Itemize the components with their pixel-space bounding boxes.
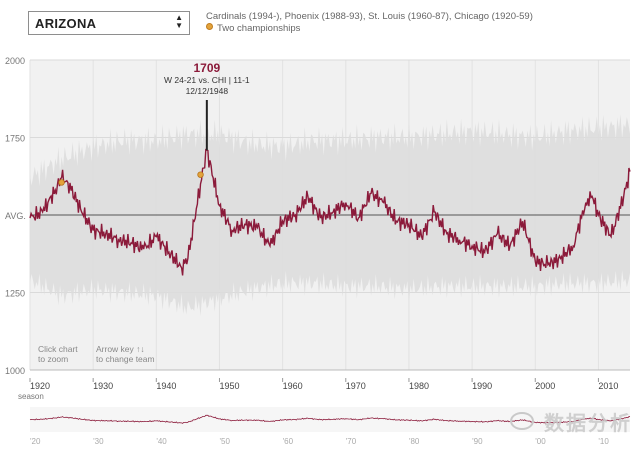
x-tick-label: 1970 bbox=[346, 381, 366, 391]
zoom-hint: Click chart bbox=[38, 344, 78, 354]
peak-date: 12/12/1948 bbox=[186, 86, 229, 96]
overview-tick-label: '10 bbox=[598, 437, 609, 446]
x-tick-label: 2010 bbox=[598, 381, 618, 391]
overview-tick-label: '00 bbox=[535, 437, 546, 446]
x-tick-label: 1920 bbox=[30, 381, 50, 391]
select-arrows-icon: ▲ ▼ bbox=[175, 13, 183, 30]
y-tick-label: 2000 bbox=[5, 56, 25, 66]
x-tick-label: 1930 bbox=[93, 381, 113, 391]
x-tick-label: 2000 bbox=[535, 381, 555, 391]
team-select[interactable]: ARIZONA ▲ ▼ bbox=[28, 11, 190, 35]
overview-tick-label: '50 bbox=[219, 437, 230, 446]
overview-tick-label: '70 bbox=[346, 437, 357, 446]
franchise-history: Cardinals (1994-), Phoenix (1988-93), St… bbox=[206, 11, 533, 22]
x-tick-label: 1980 bbox=[409, 381, 429, 391]
championship-legend: Two championships bbox=[206, 23, 300, 34]
zoom-hint: to zoom bbox=[38, 354, 68, 364]
x-axis-label: season bbox=[18, 392, 44, 401]
overview-tick-label: '60 bbox=[283, 437, 294, 446]
elo-series-line bbox=[29, 148, 631, 276]
x-tick-label: 1940 bbox=[156, 381, 176, 391]
y-tick-label: 1750 bbox=[5, 134, 25, 144]
overview-tick-label: '40 bbox=[156, 437, 167, 446]
overview-tick-label: '80 bbox=[409, 437, 420, 446]
x-tick-label: 1960 bbox=[283, 381, 303, 391]
peak-game-result: W 24-21 vs. CHI | 11-1 bbox=[164, 75, 250, 85]
peak-value: 1709 bbox=[193, 61, 220, 75]
championship-legend-label: Two championships bbox=[217, 23, 301, 34]
championship-dot-icon bbox=[206, 23, 213, 30]
x-tick-label: 1950 bbox=[219, 381, 239, 391]
y-tick-label: 1000 bbox=[5, 366, 25, 376]
team-select-value: ARIZONA bbox=[35, 16, 97, 31]
watermark: 数据分析 bbox=[544, 413, 632, 435]
y-tick-label: AVG. bbox=[5, 211, 26, 221]
team-hint: to change team bbox=[96, 354, 155, 364]
overview-tick-label: '20 bbox=[30, 437, 41, 446]
team-hint: Arrow key ↑↓ bbox=[96, 344, 145, 354]
overview-tick-label: '30 bbox=[93, 437, 104, 446]
overview-tick-label: '90 bbox=[472, 437, 483, 446]
championship-marker bbox=[58, 179, 65, 186]
championship-marker bbox=[197, 171, 204, 178]
y-tick-label: 1250 bbox=[5, 289, 25, 299]
wechat-logo-icon bbox=[510, 412, 534, 430]
x-tick-label: 1990 bbox=[472, 381, 492, 391]
